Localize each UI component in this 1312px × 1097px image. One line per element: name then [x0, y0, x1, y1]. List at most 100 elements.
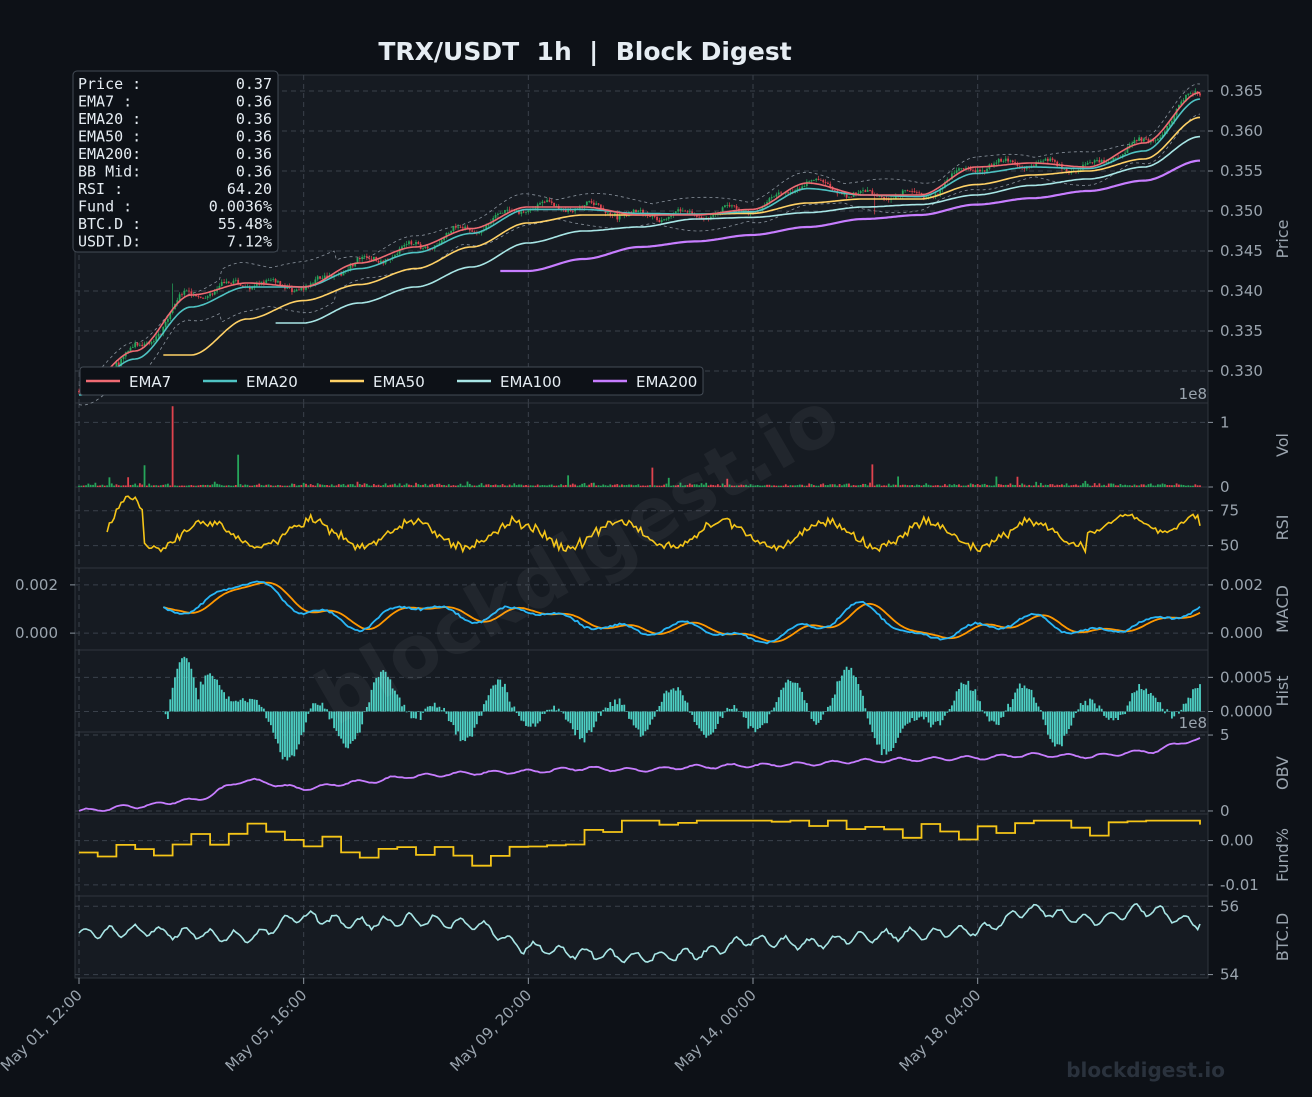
volume-bar [791, 485, 794, 487]
hist-bar [220, 689, 223, 712]
hist-bar [216, 679, 218, 712]
candle-body [834, 190, 836, 191]
hist-bar [908, 711, 911, 723]
volume-bar [466, 481, 469, 487]
hist-bar [642, 711, 644, 736]
hist-bar [564, 711, 567, 720]
candle-body [1105, 162, 1108, 164]
volume-bar [305, 483, 307, 487]
hist-bar [798, 687, 801, 712]
volume-bar [859, 484, 862, 487]
hist-bar [749, 711, 752, 727]
candle-body [1011, 160, 1014, 163]
hist-bar [988, 711, 991, 722]
hist-bar [911, 711, 914, 719]
hist-bar [197, 699, 200, 712]
candle-body [1039, 161, 1042, 163]
hist-bar [824, 711, 827, 712]
candle-body [864, 190, 867, 192]
volume-bar [869, 482, 871, 487]
candle-body [143, 343, 146, 347]
candle-body [850, 196, 853, 198]
info-label: EMA7 : [78, 93, 132, 111]
hist-bar [1100, 708, 1103, 712]
hist-bar [1168, 711, 1171, 712]
obv-line [78, 737, 1201, 812]
volume-ylabel: Vol [1273, 433, 1292, 457]
volume-bar [1021, 483, 1024, 487]
candle-body [438, 243, 441, 245]
volume-bar [911, 484, 914, 487]
hist-bar [738, 711, 740, 712]
candle-body [684, 210, 687, 212]
hist-bar [1154, 697, 1157, 712]
volume-bar [94, 482, 97, 487]
hist-bar [581, 711, 584, 739]
volume-bar [342, 484, 345, 487]
candle-body [312, 283, 314, 285]
candle-body [501, 212, 504, 214]
candle-body [372, 256, 375, 260]
hist-bar [812, 711, 815, 722]
candle-body [234, 279, 237, 281]
hist-bar [511, 707, 513, 712]
volume-bar [548, 484, 551, 487]
volume-bar [1192, 485, 1194, 487]
hist-bar [906, 711, 909, 724]
volume-bar [1103, 484, 1105, 487]
volume-bar [309, 484, 312, 487]
candle-body [995, 162, 998, 164]
candle-body [410, 241, 413, 245]
volume-bar [382, 484, 385, 487]
volume-bar [288, 485, 291, 487]
volume-panel [74, 402, 1209, 488]
candle-body [796, 188, 799, 191]
candle-body [478, 232, 481, 234]
hist-bar [691, 711, 694, 715]
hist-bar [819, 711, 822, 720]
hist-bar [417, 711, 420, 712]
volume-bar [443, 484, 445, 487]
candle-body [894, 195, 897, 199]
hist-bar [401, 706, 403, 712]
hist-bar [639, 711, 642, 737]
candle-body [908, 190, 911, 192]
hist-bar [1175, 711, 1178, 712]
hist-bar [789, 681, 792, 712]
hist-bar [1114, 711, 1117, 719]
hist-bar [705, 711, 708, 738]
hist-bar [817, 711, 820, 723]
candle-body [810, 180, 813, 182]
volume-bar [110, 483, 113, 487]
candle-body [564, 209, 567, 212]
volume-bar [370, 485, 373, 487]
candle-body [819, 179, 822, 181]
hist-bar [614, 699, 616, 712]
volume-bar [1175, 483, 1178, 487]
volume-bar [1037, 485, 1040, 487]
volume-bar [527, 485, 530, 487]
volume-bar [258, 483, 261, 487]
volume-bar [1058, 484, 1061, 487]
volume-bar [1049, 484, 1052, 487]
candle-body [241, 285, 244, 287]
hist-bar [597, 711, 600, 714]
candle-body [279, 281, 282, 285]
hist-bar [527, 711, 530, 727]
volume-bar [372, 484, 375, 487]
volume-bar [347, 484, 350, 487]
hist-bar [227, 696, 230, 712]
volume-bar [1107, 483, 1110, 487]
hist-bar [309, 708, 312, 712]
candle-body [185, 290, 188, 292]
candle-body [571, 210, 574, 212]
volume-bar [1126, 485, 1129, 487]
hist-bar [576, 711, 579, 730]
candle-body [117, 362, 120, 366]
candle-body [412, 244, 415, 246]
hist-bar [1133, 692, 1136, 712]
volume-bar [412, 485, 415, 487]
volume-bar [948, 484, 951, 487]
bb-upper-line [78, 83, 1201, 386]
hist-bar [915, 711, 918, 721]
